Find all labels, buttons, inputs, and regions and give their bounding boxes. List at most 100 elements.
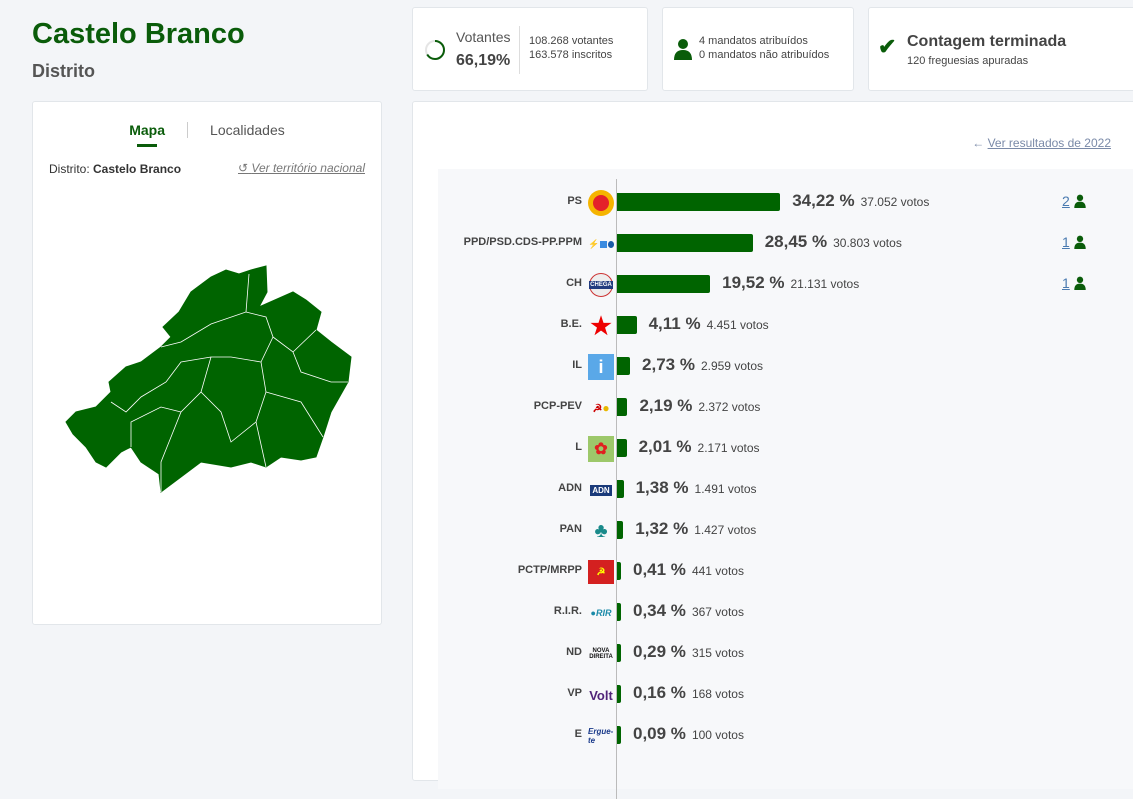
party-row[interactable]: E Ergue-te 0,09 % 100 votos [438, 720, 1133, 750]
party-seats-link[interactable]: 2 [1062, 193, 1086, 209]
party-percentage: 0,41 % [633, 560, 686, 579]
party-seats-link[interactable]: 1 [1062, 275, 1086, 291]
party-name: PAN [559, 523, 582, 535]
nd-logo: NOVA DIREITA [589, 648, 613, 660]
result-bar [617, 357, 631, 375]
national-territory-link[interactable]: ↺ Ver território nacional [238, 161, 365, 175]
party-votes: 21.131 votos [790, 277, 860, 291]
party-row[interactable]: PCTP/MRPP ☭ 0,41 % 441 votos [438, 556, 1133, 586]
national-link-text: Ver território nacional [251, 161, 365, 175]
map-borders [110, 273, 348, 492]
seats-assigned: 4 mandatos atribuídos [699, 35, 808, 47]
tab-divider [187, 122, 189, 138]
seats-card: 4 mandatos atribuídos 0 mandatos não atr… [662, 7, 854, 91]
person-icon [674, 39, 692, 60]
party-row[interactable]: IL i 2,73 % 2.959 votos [438, 351, 1133, 381]
party-result: 2,19 % 2.372 votos [639, 396, 760, 416]
result-bar [617, 480, 624, 498]
result-bar [617, 398, 628, 416]
chart-axis [616, 179, 617, 799]
volt-logo: Volt [589, 687, 613, 703]
il-logo: i [588, 354, 614, 380]
party-row[interactable]: ADN ADN 1,38 % 1.491 votos [438, 474, 1133, 504]
party-result: 1,32 % 1.427 votos [635, 519, 756, 539]
party-row[interactable]: VP Volt 0,16 % 168 votos [438, 679, 1133, 709]
count-status-card: ✔ Contagem terminada 120 freguesias apur… [868, 7, 1133, 91]
party-result: 0,41 % 441 votos [633, 560, 744, 580]
party-name: B.E. [560, 318, 582, 330]
party-name: PCTP/MRPP [517, 564, 582, 576]
party-name: CH [566, 277, 582, 289]
district-map[interactable] [61, 262, 353, 502]
result-bar [617, 193, 781, 211]
district-name: Castelo Branco [93, 162, 182, 176]
ergue-te-logo: Ergue-te [588, 727, 614, 745]
party-seats-link[interactable]: 1 [1062, 234, 1086, 250]
party-votes: 168 votos [691, 687, 744, 701]
party-name: VP [567, 687, 582, 699]
parishes-count: 120 freguesias apuradas [907, 55, 1029, 67]
previous-results-link[interactable]: ← Ver resultados de 2022 [972, 136, 1111, 150]
result-bar [617, 439, 627, 457]
be-star-logo: ★ [590, 312, 612, 340]
party-result: 1,38 % 1.491 votos [636, 478, 757, 498]
checkmark-icon: ✔ [878, 34, 897, 59]
party-result: 0,09 % 100 votos [633, 724, 744, 744]
party-votes: 100 votos [691, 728, 744, 742]
pctp-logo: ☭ [588, 559, 614, 585]
person-icon [1074, 276, 1086, 290]
rir-logo: ●RIR [590, 608, 612, 618]
party-percentage: 2,19 % [639, 396, 693, 415]
party-row[interactable]: ND NOVA DIREITA 0,29 % 315 votos [438, 638, 1133, 668]
tab-localities[interactable]: Localidades [210, 122, 285, 138]
turnout-label: Votantes [456, 29, 511, 45]
cdu-logo: ☭ ● [592, 401, 610, 415]
party-row[interactable]: R.I.R. ●RIR 0,34 % 367 votos [438, 597, 1133, 627]
registered-count: 163.578 inscritos [529, 49, 613, 61]
party-votes: 1.491 votos [694, 482, 757, 496]
party-votes: 30.803 votos [833, 236, 902, 250]
party-name: R.I.R. [553, 605, 582, 617]
result-bar [617, 521, 624, 539]
party-row[interactable]: PCP-PEV ☭ ● 2,19 % 2.372 votos [438, 392, 1133, 422]
district-label-text: Distrito: [49, 162, 90, 176]
previous-results-text: Ver resultados de 2022 [987, 136, 1111, 150]
party-name: ND [566, 646, 582, 658]
party-votes: 315 votos [691, 646, 744, 660]
divider [519, 26, 520, 74]
turnout-ring-icon [425, 40, 445, 60]
party-votes: 2.171 votos [697, 441, 760, 455]
party-row[interactable]: PS 34,22 % 37.052 votos 2 [438, 187, 1133, 217]
turnout-percentage: 66,19% [456, 52, 511, 69]
party-row[interactable]: L ✿ 2,01 % 2.171 votos [438, 433, 1133, 463]
party-votes: 1.427 votos [694, 523, 757, 537]
party-percentage: 0,16 % [633, 683, 686, 702]
result-bar [617, 726, 621, 744]
results-panel: ← Ver resultados de 2022 PS 34,22 % 37.05… [412, 101, 1133, 799]
tab-map[interactable]: Mapa [107, 122, 187, 147]
party-votes: 37.052 votos [860, 195, 930, 209]
party-votes: 367 votos [691, 605, 744, 619]
party-percentage: 4,11 % [648, 314, 701, 333]
party-row[interactable]: PAN ♣ 1,32 % 1.427 votos [438, 515, 1133, 545]
results-chart: PS 34,22 % 37.052 votos 2 PPD/PSD.CDS-PP.P… [438, 169, 1133, 799]
party-percentage: 34,22 % [792, 191, 855, 210]
party-percentage: 0,29 % [633, 642, 686, 661]
party-row[interactable]: CH CHEGA 19,52 % 21.131 votos 1 [438, 269, 1133, 299]
party-name: PS [567, 195, 582, 207]
map-region[interactable] [65, 265, 352, 493]
party-row[interactable]: PPD/PSD.CDS-PP.PPM ⚡ 28,45 % 30.803 votos… [438, 228, 1133, 258]
party-name: L [575, 441, 582, 453]
person-icon [1074, 235, 1086, 249]
party-result: 4,11 % 4.451 votos [649, 314, 769, 334]
party-percentage: 2,01 % [638, 437, 692, 456]
page-subtitle: Distrito [32, 61, 95, 81]
voters-count: 108.268 votantes [529, 35, 614, 47]
party-votes: 2.372 votos [698, 400, 761, 414]
seats-unassigned: 0 mandatos não atribuídos [699, 49, 830, 61]
party-result: 34,22 % 37.052 votos [792, 191, 929, 211]
party-row[interactable]: B.E. ★ 4,11 % 4.451 votos [438, 310, 1133, 340]
party-result: 0,29 % 315 votos [633, 642, 744, 662]
party-name: PPD/PSD.CDS-PP.PPM [463, 236, 582, 248]
map-panel: Mapa Localidades Distrito: Castelo Branc… [32, 101, 382, 625]
